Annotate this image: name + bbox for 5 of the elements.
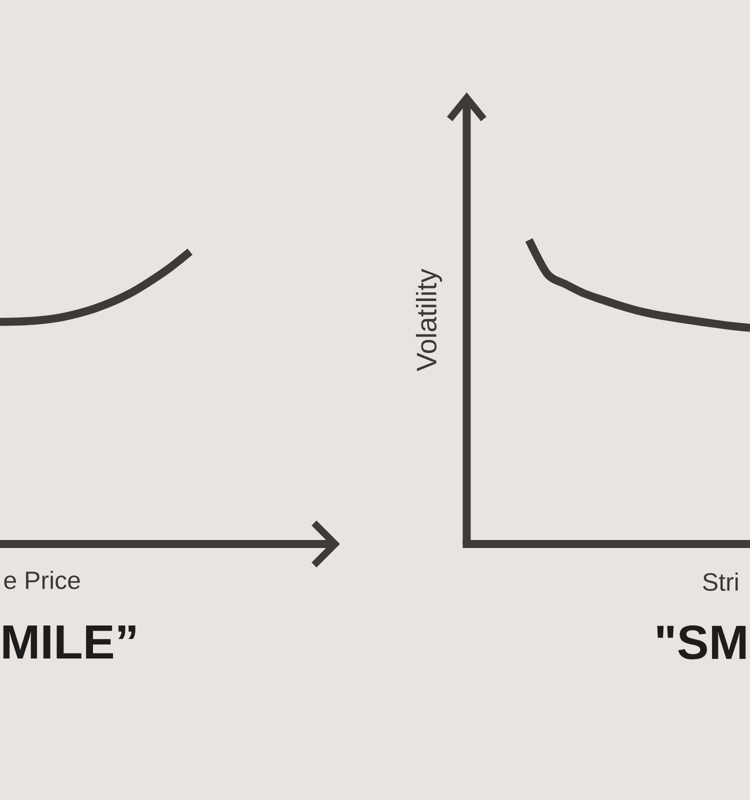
- x-axis-title: Stri: [703, 572, 738, 591]
- text: MILE”: [3, 626, 136, 659]
- y-axis-title: Volatility: [416, 268, 442, 372]
- text: "SM: [657, 625, 746, 660]
- x-axis-title: e Price: [4, 570, 80, 590]
